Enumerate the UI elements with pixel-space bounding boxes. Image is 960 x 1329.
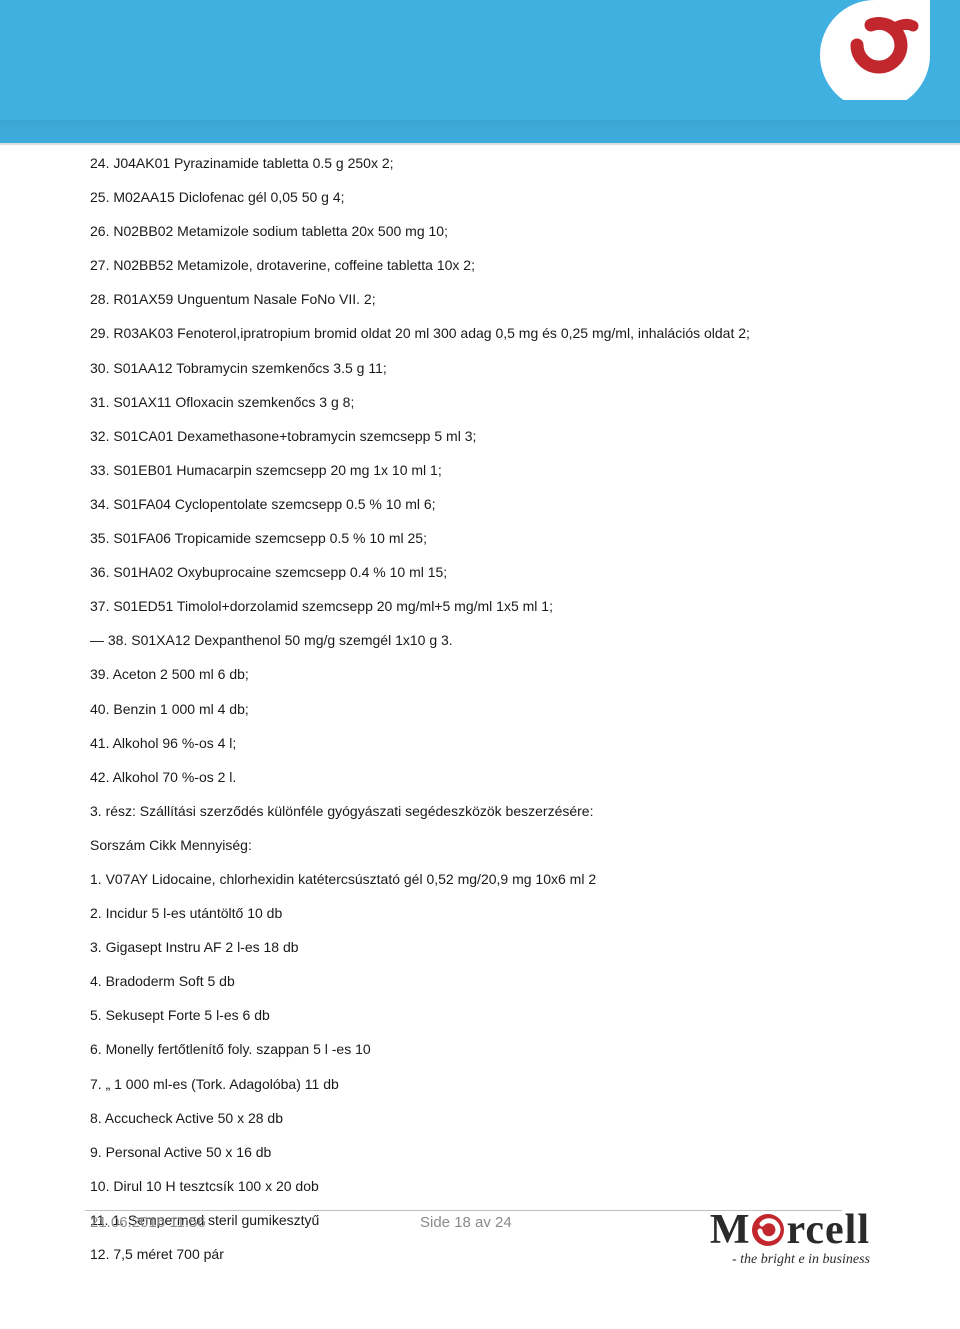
line: 1. V07AY Lidocaine, chlorhexidin katéter… (90, 871, 840, 887)
line: 29. R03AK03 Fenoterol,ipratropium bromid… (90, 325, 840, 341)
brand-e-icon (751, 1213, 785, 1247)
line: 34. S01FA04 Cyclopentolate szemcsepp 0.5… (90, 496, 840, 512)
brand-post: rcell (786, 1206, 870, 1254)
header-logo (815, 0, 935, 100)
line: 32. S01CA01 Dexamethasone+tobramycin sze… (90, 428, 840, 444)
brand-pre: M (710, 1206, 751, 1254)
line: 33. S01EB01 Humacarpin szemcsepp 20 mg 1… (90, 462, 840, 478)
line: 42. Alkohol 70 %-os 2 l. (90, 769, 840, 785)
line: 27. N02BB52 Metamizole, drotaverine, cof… (90, 257, 840, 273)
line: 2. Incidur 5 l-es utántöltő 10 db (90, 905, 840, 921)
line: 36. S01HA02 Oxybuprocaine szemcsepp 0.4 … (90, 564, 840, 580)
line: 4. Bradoderm Soft 5 db (90, 973, 840, 989)
line: 25. M02AA15 Diclofenac gél 0,05 50 g 4; (90, 189, 840, 205)
footer-brand: M rcell - the bright e in business (710, 1206, 870, 1268)
line: 3. Gigasept Instru AF 2 l-es 18 db (90, 939, 840, 955)
line: 31. S01AX11 Ofloxacin szemkenőcs 3 g 8; (90, 394, 840, 410)
brand-wordmark: M rcell (710, 1206, 870, 1254)
line: 35. S01FA06 Tropicamide szemcsepp 0.5 % … (90, 530, 840, 546)
line: 5. Sekusept Forte 5 l-es 6 db (90, 1007, 840, 1023)
line: 8. Accucheck Active 50 x 28 db (90, 1110, 840, 1126)
footer-page-number: Side 18 av 24 (420, 1214, 512, 1231)
footer-date: 21.06.2016 11:56 (90, 1214, 206, 1231)
line: 41. Alkohol 96 %-os 4 l; (90, 735, 840, 751)
document-body: 24. J04AK01 Pyrazinamide tabletta 0.5 g … (90, 155, 840, 1214)
line: 10. Dirul 10 H tesztcsík 100 x 20 dob (90, 1178, 840, 1194)
line: 7. „ 1 000 ml-es (Tork. Adagolóba) 11 db (90, 1076, 840, 1092)
line: 24. J04AK01 Pyrazinamide tabletta 0.5 g … (90, 155, 840, 171)
line: 9. Personal Active 50 x 16 db (90, 1144, 840, 1160)
line: 3. rész: Szállítási szerződés különféle … (90, 803, 840, 819)
line: 6. Monelly fertőtlenítő foly. szappan 5 … (90, 1041, 840, 1057)
line: 40. Benzin 1 000 ml 4 db; (90, 701, 840, 717)
line: 39. Aceton 2 500 ml 6 db; (90, 666, 840, 682)
header-banner (0, 0, 960, 145)
line: — 38. S01XA12 Dexpanthenol 50 mg/g szemg… (90, 632, 840, 648)
line: 26. N02BB02 Metamizole sodium tabletta 2… (90, 223, 840, 239)
line: 30. S01AA12 Tobramycin szemkenőcs 3.5 g … (90, 360, 840, 376)
footer: 21.06.2016 11:56 Side 18 av 24 M rcell -… (0, 1214, 960, 1329)
line: 37. S01ED51 Timolol+dorzolamid szemcsepp… (90, 598, 840, 614)
line: Sorszám Cikk Mennyiség: (90, 837, 840, 853)
line: 28. R01AX59 Unguentum Nasale FoNo VII. 2… (90, 291, 840, 307)
brand-tagline: - the bright e in business (710, 1252, 870, 1268)
